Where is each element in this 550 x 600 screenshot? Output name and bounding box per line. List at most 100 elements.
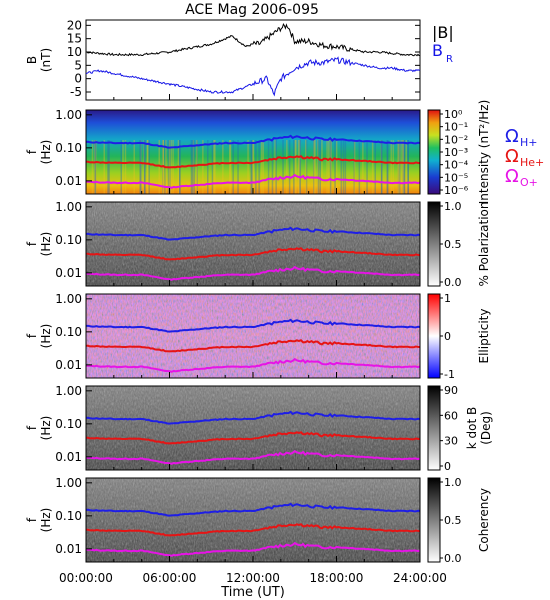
intensity-ylabel-line1: f [25, 149, 39, 154]
intensity-texture-stripe [371, 140, 374, 194]
ellipticity-gyro-curve-h [85, 318, 421, 333]
intensity-colorbar-tick-label: 10⁻¹ [444, 121, 468, 134]
intensity-texture-stripe [402, 140, 404, 194]
intensity-texture-stripe [314, 140, 316, 194]
intensity-texture-stripe [214, 140, 216, 194]
intensity-texture-stripe [147, 140, 149, 194]
coherency-colorbar-tick-label: 0.0 [444, 552, 462, 565]
intensity-texture-stripe [407, 140, 409, 194]
intensity-texture-stripe [330, 140, 332, 194]
intensity-texture-stripe [399, 140, 401, 194]
intensity-texture-stripe [305, 140, 308, 194]
x-axis-label: Time (UT) [220, 585, 285, 600]
intensity-texture-stripe [295, 140, 297, 194]
k-dot-b-colorbar-tick-label: 30 [444, 435, 458, 448]
intensity-texture-stripe [94, 140, 96, 194]
intensity-texture-stripe [327, 140, 330, 194]
intensity-texture-stripe [305, 140, 307, 194]
intensity-texture-stripe [358, 140, 361, 194]
k-dot-b-gyro-curve-h [85, 410, 421, 425]
intensity-texture-stripe [353, 140, 356, 194]
intensity-ytick-label: 0.01 [55, 174, 82, 188]
intensity-texture-stripe [94, 140, 97, 194]
coherency-ylabel-line2: (Hz) [39, 508, 53, 533]
k-dot-b-colorbar-label-unit: (Deg) [479, 411, 493, 445]
time-tick-label: 06:00:00 [143, 571, 197, 585]
polarization-ytick-label: 1.00 [55, 200, 82, 214]
intensity-colorbar-tick-label: 10⁻⁴ [444, 159, 469, 172]
k-dot-b-colorbar-tick-label: 60 [444, 409, 458, 422]
intensity-colorbar-tick-label: 10⁻² [444, 133, 468, 146]
intensity-texture-stripe [222, 140, 224, 194]
intensity-texture-stripe [326, 140, 328, 194]
legend-o-plus: O+ [520, 176, 538, 189]
polarization-ylabel-line1: f [25, 241, 39, 246]
intensity-texture-stripe [407, 140, 409, 194]
intensity-texture-stripe [286, 140, 288, 194]
magnetic-field-ytick-label: 0 [74, 72, 82, 86]
intensity-texture-stripe [250, 140, 252, 194]
intensity-gyro-curve-o [85, 173, 421, 189]
intensity-texture-stripe [196, 140, 198, 194]
k-dot-b-colorbar [427, 385, 441, 471]
intensity-texture-stripe [103, 140, 105, 194]
coherency-colorbar-label: Coherency [477, 488, 491, 552]
k-dot-b-colorbar-tick-label: 90 [444, 384, 458, 397]
intensity-texture-stripe [229, 140, 232, 194]
intensity-texture-stripe [271, 140, 274, 194]
intensity-texture-stripe [252, 140, 255, 194]
intensity-texture-stripe [274, 140, 276, 194]
intensity-texture-stripe [398, 140, 400, 194]
intensity-texture-stripe [298, 140, 301, 194]
k-dot-b-colorbar-label: k dot B [465, 407, 479, 449]
legend-he-plus: He+ [520, 156, 544, 169]
ellipticity-colorbar [427, 293, 441, 379]
intensity-texture-stripe [299, 140, 301, 194]
polarization-ytick-label: 0.10 [55, 233, 82, 247]
ellipticity-ylabel-line1: f [25, 333, 39, 338]
intensity-texture-stripe [213, 140, 215, 194]
polarization-colorbar-label: % Polarization [477, 202, 491, 287]
ellipticity-colorbar-label: Ellipticity [477, 309, 491, 364]
intensity-texture-stripe [202, 140, 204, 194]
polarization-colorbar [427, 201, 441, 287]
magnetic-field-ytick-label: 10 [67, 45, 82, 59]
intensity-texture-stripe [335, 140, 338, 194]
intensity-texture-stripe [282, 140, 284, 194]
intensity-texture-stripe [237, 140, 239, 194]
intensity-texture-stripe [334, 140, 336, 194]
intensity-gyro-curve-h [85, 134, 421, 149]
intensity-colorbar [427, 109, 441, 195]
polarization-colorbar-tick-label: 1.0 [444, 200, 462, 213]
intensity-texture-stripe [366, 140, 368, 194]
intensity-texture-stripe [196, 140, 198, 194]
intensity-texture-stripe [362, 140, 364, 194]
intensity-texture-stripe [190, 140, 193, 194]
intensity-texture-stripe [139, 140, 141, 194]
intensity-texture-stripe [374, 140, 376, 194]
magnetic-field-ytick-label: 5 [74, 58, 82, 72]
legend-omega-o: Ω [505, 166, 519, 187]
intensity-texture-stripe [344, 140, 347, 194]
intensity-gyro-curve-he [85, 155, 421, 169]
intensity-texture-stripe [392, 140, 394, 194]
coherency-ytick-label: 1.00 [55, 476, 82, 490]
intensity-texture-stripe [329, 140, 332, 194]
intensity-texture-stripe [258, 140, 260, 194]
intensity-texture-stripe [143, 140, 146, 194]
k-dot-b-ytick-label: 1.00 [55, 384, 82, 398]
intensity-ytick-label: 1.00 [55, 108, 82, 122]
polarization-ytick-label: 0.01 [55, 266, 82, 280]
polarization-gyro-curve-o [85, 265, 421, 281]
time-axis: 00:00:00 06:00:00 12:00:00 18:00:00 24:00:00 [59, 94, 447, 585]
ellipticity-colorbar-tick-label: -1 [444, 368, 455, 381]
intensity-panel: 1.00 0.10 0.01 f (Hz) 10⁰10⁻¹10⁻²10⁻³10⁻⁴10⁻⁵… [25, 100, 491, 205]
ellipticity-panel: 1.00 0.10 0.01 f (Hz) 1 0 -1 Ellipticity [25, 292, 491, 381]
intensity-texture-stripe [405, 140, 407, 194]
intensity-texture-stripe [229, 140, 231, 194]
intensity-texture-stripe [95, 140, 97, 194]
intensity-texture-stripe [158, 140, 160, 194]
k-dot-b-colorbar-tick-label: 0 [444, 460, 451, 473]
magnetic-field-ytick-label: -5 [70, 85, 82, 99]
intensity-ylabel-line2: (Hz) [39, 140, 53, 165]
